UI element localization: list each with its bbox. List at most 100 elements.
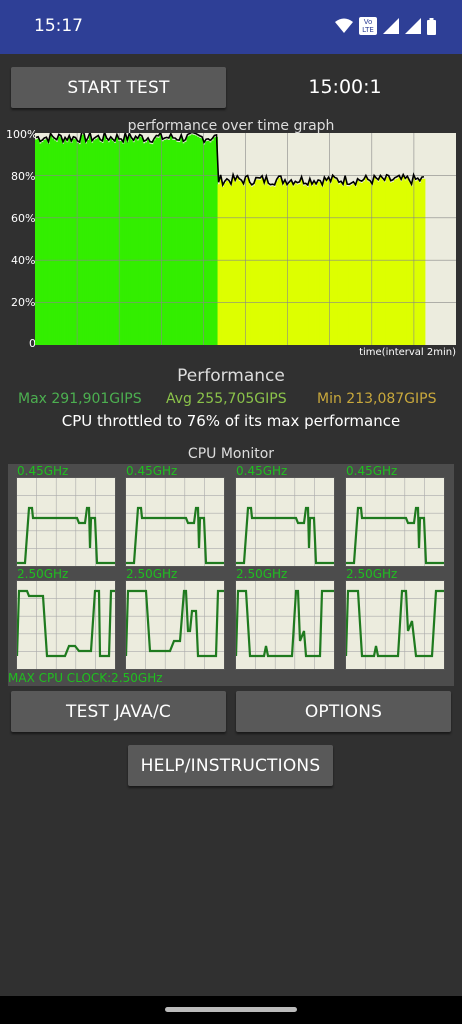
chart-bar [414, 181, 418, 345]
help-instructions-button[interactable]: HELP/INSTRUCTIONS [128, 745, 333, 786]
chart-bar [368, 182, 372, 345]
chart-bar [120, 140, 123, 345]
chart-bar [267, 185, 270, 345]
chart-bar [385, 176, 389, 345]
chart-bar [329, 183, 333, 345]
chart-bar [304, 185, 308, 345]
chart-bar [286, 186, 289, 345]
status-time: 15:17 [34, 16, 83, 36]
chart-bar [263, 184, 266, 345]
chart-bar [279, 178, 283, 345]
cpu-core-graph [235, 580, 335, 670]
chart-bar [221, 186, 225, 345]
chart-bar [410, 186, 413, 345]
y-tick-label: 80% [11, 170, 36, 183]
test-java-button[interactable]: TEST JAVA/C [11, 691, 226, 732]
chart-bar [402, 176, 405, 345]
chart-bar [144, 142, 148, 345]
chart-bar [157, 137, 160, 345]
chart-bar [128, 135, 131, 345]
chart-bar [59, 137, 63, 345]
chart-bar [180, 136, 183, 345]
chart-bar [136, 140, 140, 345]
chart-bar [130, 139, 133, 345]
chart-bar [292, 186, 295, 345]
chart-bar [310, 186, 314, 345]
chart-bar [398, 177, 401, 345]
chart-bar [254, 179, 258, 345]
chart-bar [97, 137, 100, 345]
chart-bar [124, 134, 127, 345]
chart-bar [395, 178, 399, 345]
chart-bar [207, 140, 210, 345]
chart-bar [242, 185, 245, 345]
chart-bar [132, 142, 135, 345]
chart-bar [142, 143, 146, 345]
chart-bar [192, 134, 196, 345]
chart-bar [227, 182, 231, 345]
chart-bar [68, 137, 71, 345]
chart-bar [126, 142, 129, 345]
chart-bar [391, 181, 395, 345]
chart-bar [74, 139, 77, 345]
performance-title: Performance [177, 366, 285, 386]
chart-bar [350, 185, 353, 345]
chart-bar [111, 141, 115, 345]
chart-bar [61, 143, 65, 345]
chart-bar [315, 185, 318, 345]
chart-bar [238, 180, 241, 345]
chart-bar [159, 134, 162, 345]
test-timer: 15:00:1 [308, 76, 382, 98]
signal-icon [383, 18, 399, 34]
chart-bar [95, 138, 98, 345]
home-gesture-handle[interactable] [165, 1007, 297, 1012]
chart-bar [252, 185, 256, 345]
chart-bar [43, 139, 46, 345]
chart-bar [354, 186, 357, 345]
chart-bar [312, 182, 316, 345]
chart-bar [53, 140, 57, 345]
chart-bar [240, 182, 243, 345]
chart-bar [358, 182, 362, 345]
chart-bar [290, 181, 293, 345]
chart-bar [406, 178, 409, 345]
chart-bar [200, 138, 204, 345]
y-tick-label: 20% [11, 296, 36, 309]
chart-bar [342, 186, 345, 345]
chart-bar [418, 182, 422, 345]
chart-bar [107, 142, 111, 345]
chart-bar [190, 134, 194, 345]
chart-bar [41, 142, 44, 345]
chart-bar [203, 144, 206, 345]
chart-bar [362, 181, 366, 345]
chart-bar [122, 143, 125, 345]
chart-bar [147, 139, 150, 345]
chart-bar [337, 184, 341, 345]
chart-bar [404, 180, 407, 345]
cpu-core-graph [345, 477, 445, 567]
performance-graph [35, 133, 456, 345]
chart-bar [223, 183, 227, 345]
chart-bar [327, 179, 330, 345]
status-icons: Vo LTE [335, 16, 436, 36]
chart-bar [84, 143, 88, 345]
chart-bar [66, 142, 69, 345]
chart-bar [232, 176, 235, 345]
volte-badge: Vo LTE [359, 17, 377, 35]
chart-bar [93, 140, 96, 345]
start-test-button[interactable]: START TEST [11, 67, 226, 108]
chart-bar [387, 177, 391, 345]
chart-bar [37, 138, 40, 345]
chart-bar [198, 137, 202, 345]
signal-icon [405, 18, 421, 34]
max-cpu-clock: MAX CPU CLOCK:2.50GHz [8, 671, 163, 685]
chart-bar [161, 141, 165, 345]
chart-bar [248, 184, 252, 345]
chart-bar [76, 142, 79, 345]
cpu-core-graph [235, 477, 335, 567]
chart-bar [371, 185, 374, 345]
options-button[interactable]: OPTIONS [236, 691, 451, 732]
chart-bar [306, 187, 310, 345]
chart-bar [225, 180, 229, 345]
chart-bar [331, 177, 335, 345]
